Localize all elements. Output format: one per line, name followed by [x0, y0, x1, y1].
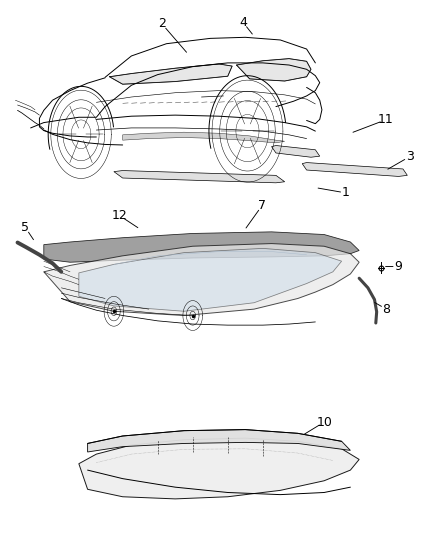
Text: 4: 4: [239, 16, 247, 29]
Text: 10: 10: [316, 416, 332, 429]
Polygon shape: [237, 59, 311, 81]
Polygon shape: [123, 132, 285, 143]
Polygon shape: [44, 244, 359, 316]
Polygon shape: [302, 163, 407, 176]
Text: 12: 12: [111, 209, 127, 222]
Polygon shape: [88, 430, 350, 452]
Polygon shape: [79, 438, 359, 499]
Polygon shape: [44, 232, 359, 262]
Text: 11: 11: [378, 114, 393, 126]
Text: 8: 8: [382, 303, 390, 316]
Polygon shape: [272, 146, 320, 157]
Text: 5: 5: [21, 221, 29, 234]
Text: 3: 3: [406, 150, 413, 163]
Text: 9: 9: [395, 260, 403, 273]
Polygon shape: [114, 171, 285, 183]
Polygon shape: [79, 248, 342, 311]
Text: 7: 7: [258, 199, 266, 212]
Text: 2: 2: [158, 18, 166, 30]
Text: 1: 1: [342, 187, 350, 199]
Polygon shape: [110, 64, 232, 84]
